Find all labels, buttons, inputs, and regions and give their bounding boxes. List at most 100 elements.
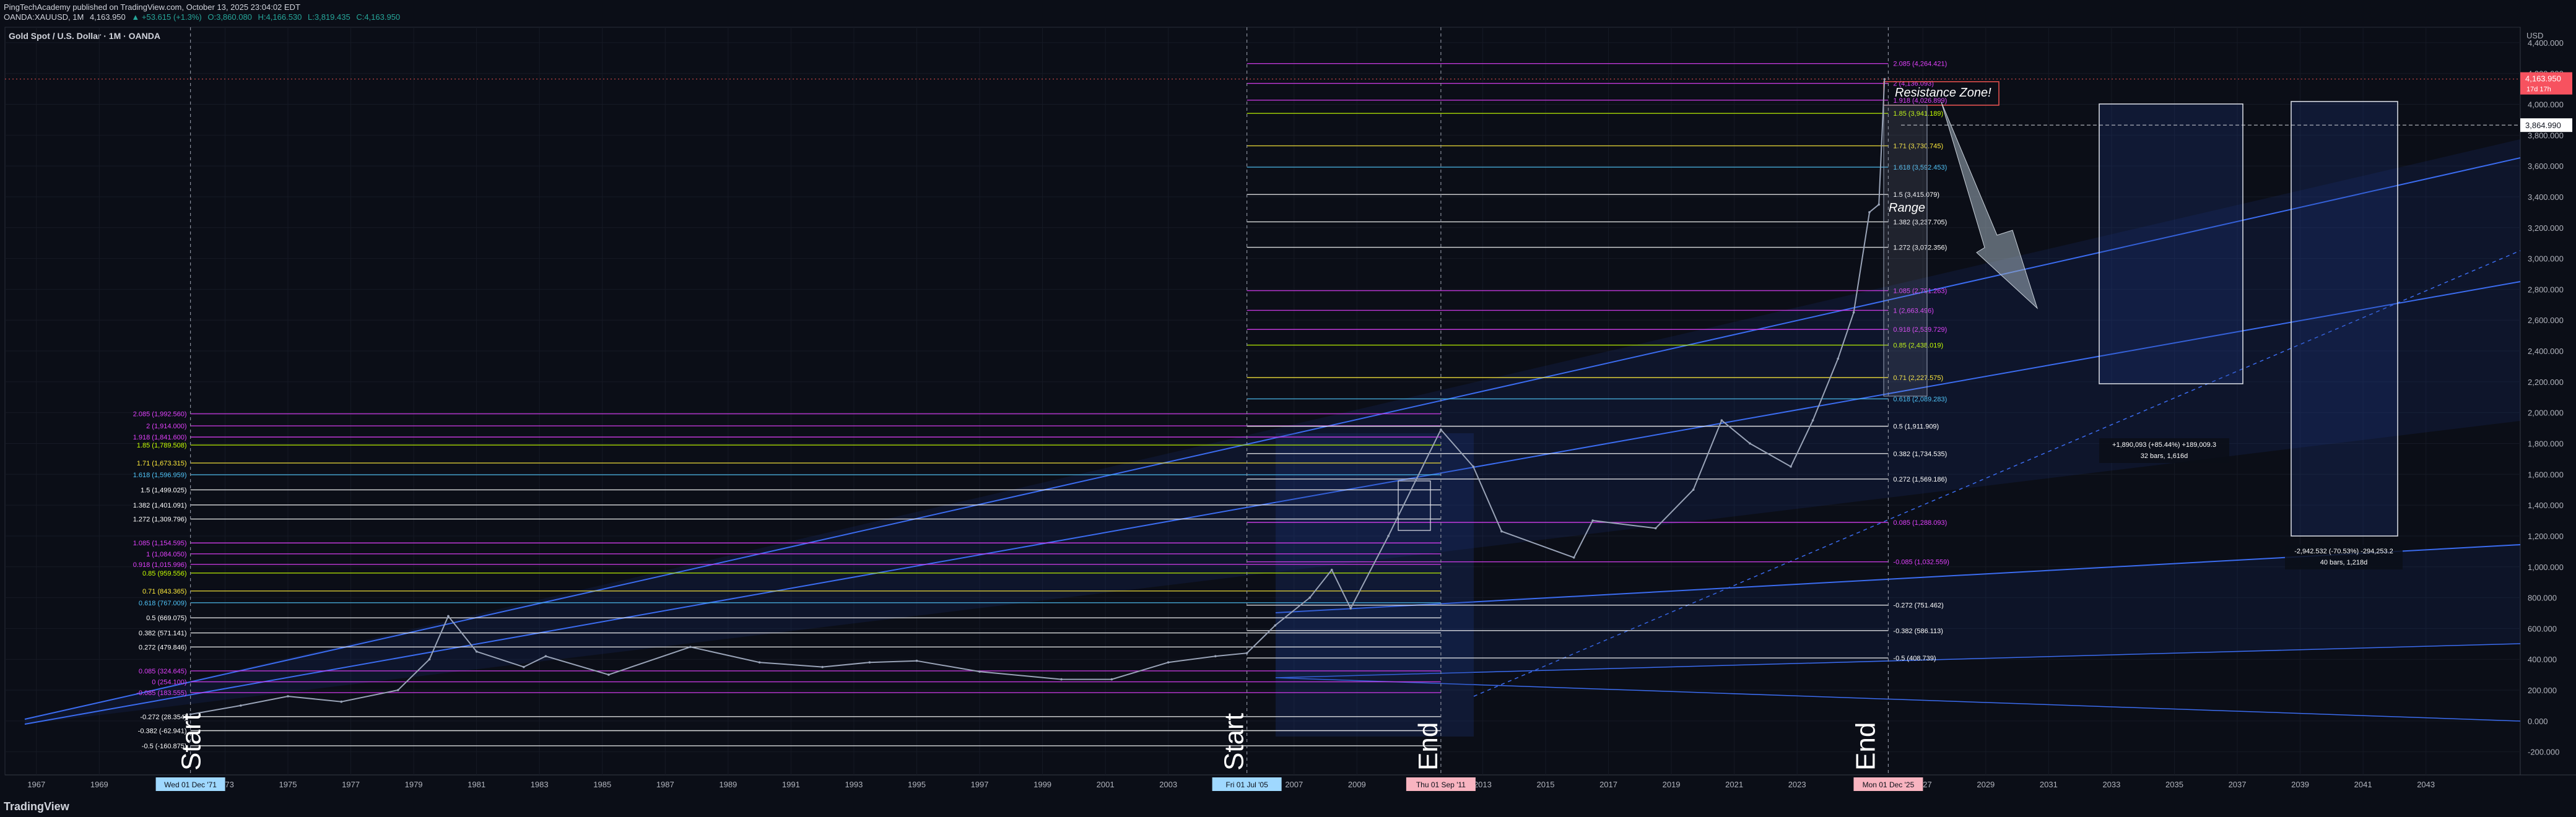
start-label: Start <box>1219 713 1250 771</box>
resistance-zone-label: Resistance Zone! <box>1895 86 1991 100</box>
y-tick-label: 2,600.000 <box>2528 316 2564 325</box>
measure-label: 40 bars, 1,218d <box>2320 559 2367 566</box>
price-point <box>1245 652 1248 655</box>
range-label: Range <box>1889 201 1925 215</box>
x-tick-label: 2017 <box>1599 780 1617 789</box>
price-point <box>1654 527 1657 530</box>
fib-level-label: 1.85 (3,941.189) <box>1893 110 1943 118</box>
price-point <box>1868 211 1871 214</box>
fib-level-label: 0.5 (669.075) <box>146 615 186 622</box>
x-tick-label: 1999 <box>1033 780 1051 789</box>
x-tick-label: 2035 <box>2165 780 2183 789</box>
x-tick-label: 1993 <box>845 780 863 789</box>
price-point <box>340 700 343 703</box>
x-tick-label: 2039 <box>2291 780 2309 789</box>
x-tick-label: 2019 <box>1663 780 1681 789</box>
fib-level-label: -0.272 (28.354) <box>140 714 186 721</box>
x-tick-label: 2033 <box>2102 780 2120 789</box>
x-tick-label: 2013 <box>1474 780 1492 789</box>
fib-level-label: 0.918 (2,539.729) <box>1893 326 1947 334</box>
date-tag-label: Fri 01 Jul '05 <box>1225 780 1268 789</box>
fib-level-label: 1.71 (3,730.745) <box>1893 143 1943 150</box>
start-label: Start <box>176 713 207 771</box>
fib-level-label: 1.5 (3,415.079) <box>1893 191 1939 199</box>
fib-level-label: 2 (1,914.000) <box>146 423 186 430</box>
x-tick-label: 2001 <box>1097 780 1115 789</box>
y-tick-label: 3,000.000 <box>2528 254 2564 264</box>
y-tick-label: 3,800.000 <box>2528 131 2564 140</box>
x-tick-label: 2031 <box>2040 780 2058 789</box>
x-tick-label: 1983 <box>531 780 549 789</box>
fib-level-label: 0.085 (324.645) <box>139 668 187 675</box>
price-point <box>189 713 192 715</box>
fib-level-label: 2.085 (4,264.421) <box>1893 61 1947 68</box>
end-label: End <box>1413 722 1443 771</box>
fib-level-label: 0.272 (1,569.186) <box>1893 476 1947 483</box>
fib-level-label: 1.618 (1,596.959) <box>133 472 187 479</box>
price-point <box>1167 661 1170 664</box>
price-point <box>240 704 242 707</box>
y-tick-label: 4,400.000 <box>2528 38 2564 48</box>
fib-level-label: -0.085 (183.555) <box>136 689 186 697</box>
fib-level-label: 0.272 (479.846) <box>139 644 187 651</box>
fib-level-label: -0.382 (586.113) <box>1893 628 1943 635</box>
x-tick-label: 2021 <box>1725 780 1743 789</box>
y-tick-label: 1,000.000 <box>2528 563 2564 572</box>
price-point <box>821 665 824 668</box>
y-tick-label: 2,200.000 <box>2528 378 2564 387</box>
y-tick-label: 1,200.000 <box>2528 532 2564 541</box>
date-tag <box>1853 777 1923 791</box>
x-tick-label: 2041 <box>2354 780 2372 789</box>
price-point <box>1349 607 1352 610</box>
fib-level-label: 1.618 (3,592.453) <box>1893 164 1947 171</box>
y-tick-label: 4,000.000 <box>2528 100 2564 110</box>
y-tick-label: 1,600.000 <box>2528 470 2564 479</box>
y-tick-label: 3,400.000 <box>2528 192 2564 202</box>
y-tick-label: 600.000 <box>2528 624 2557 633</box>
price-point <box>1790 465 1792 468</box>
fib-level-label: 1.918 (4,026.899) <box>1893 97 1947 105</box>
x-tick-label: 1975 <box>279 780 297 789</box>
price-point <box>1214 655 1217 658</box>
fib-level-label: 0.085 (1,288.093) <box>1893 519 1947 527</box>
fib-level-label: 1.71 (1,673.315) <box>137 460 187 467</box>
x-tick-label: 1997 <box>971 780 989 789</box>
x-tick-label: 2029 <box>1977 780 1995 789</box>
date-tag <box>1212 777 1282 791</box>
price-point <box>396 689 399 691</box>
price-point <box>447 615 450 618</box>
price-point <box>428 658 431 660</box>
fib-level-label: 0.382 (571.141) <box>139 630 187 638</box>
ohlc-high: H:4,166.530 <box>258 12 302 22</box>
y-tick-label: 400.000 <box>2528 655 2557 664</box>
fib-level-label: 0.618 (2,089.283) <box>1893 396 1947 403</box>
fib-level-label: 0.85 (2,438.019) <box>1893 342 1943 350</box>
date-tag-label: Wed 01 Dec '71 <box>164 780 217 789</box>
price-point <box>1060 678 1063 681</box>
fib-level-label: 0.382 (1,734.535) <box>1893 451 1947 458</box>
fib-level-label: -0.5 (-160.875) <box>142 743 187 750</box>
price-point <box>1878 203 1880 206</box>
x-tick-label: 1977 <box>342 780 360 789</box>
price-point <box>1852 311 1855 314</box>
x-tick-label: 1995 <box>908 780 926 789</box>
fib-level-label: 1.5 (1,499.025) <box>141 486 187 494</box>
price-point <box>1110 678 1113 681</box>
fib-level-label: 1 (1,084.050) <box>146 551 186 558</box>
y-tick-label: 3,200.000 <box>2528 223 2564 233</box>
fib-level-label: 1.085 (1,154.595) <box>133 540 187 547</box>
ohlc-close: C:4,163.950 <box>356 12 401 22</box>
x-tick-label: 1985 <box>593 780 611 789</box>
price-point <box>1440 428 1442 431</box>
x-tick-label: 1989 <box>719 780 737 789</box>
price-point <box>1591 519 1594 522</box>
x-tick-label: 2015 <box>1537 780 1555 789</box>
price-point <box>1572 556 1575 559</box>
price-point <box>1472 465 1474 468</box>
fib-level-label: 0.71 (843.365) <box>142 588 187 595</box>
pane-title: Gold Spot / U.S. Dollar · 1M · OANDA <box>9 31 160 41</box>
fib-level-label: -0.382 (-62.941) <box>138 728 187 735</box>
x-tick-label: 2007 <box>1285 780 1303 789</box>
price-point <box>1330 568 1333 571</box>
